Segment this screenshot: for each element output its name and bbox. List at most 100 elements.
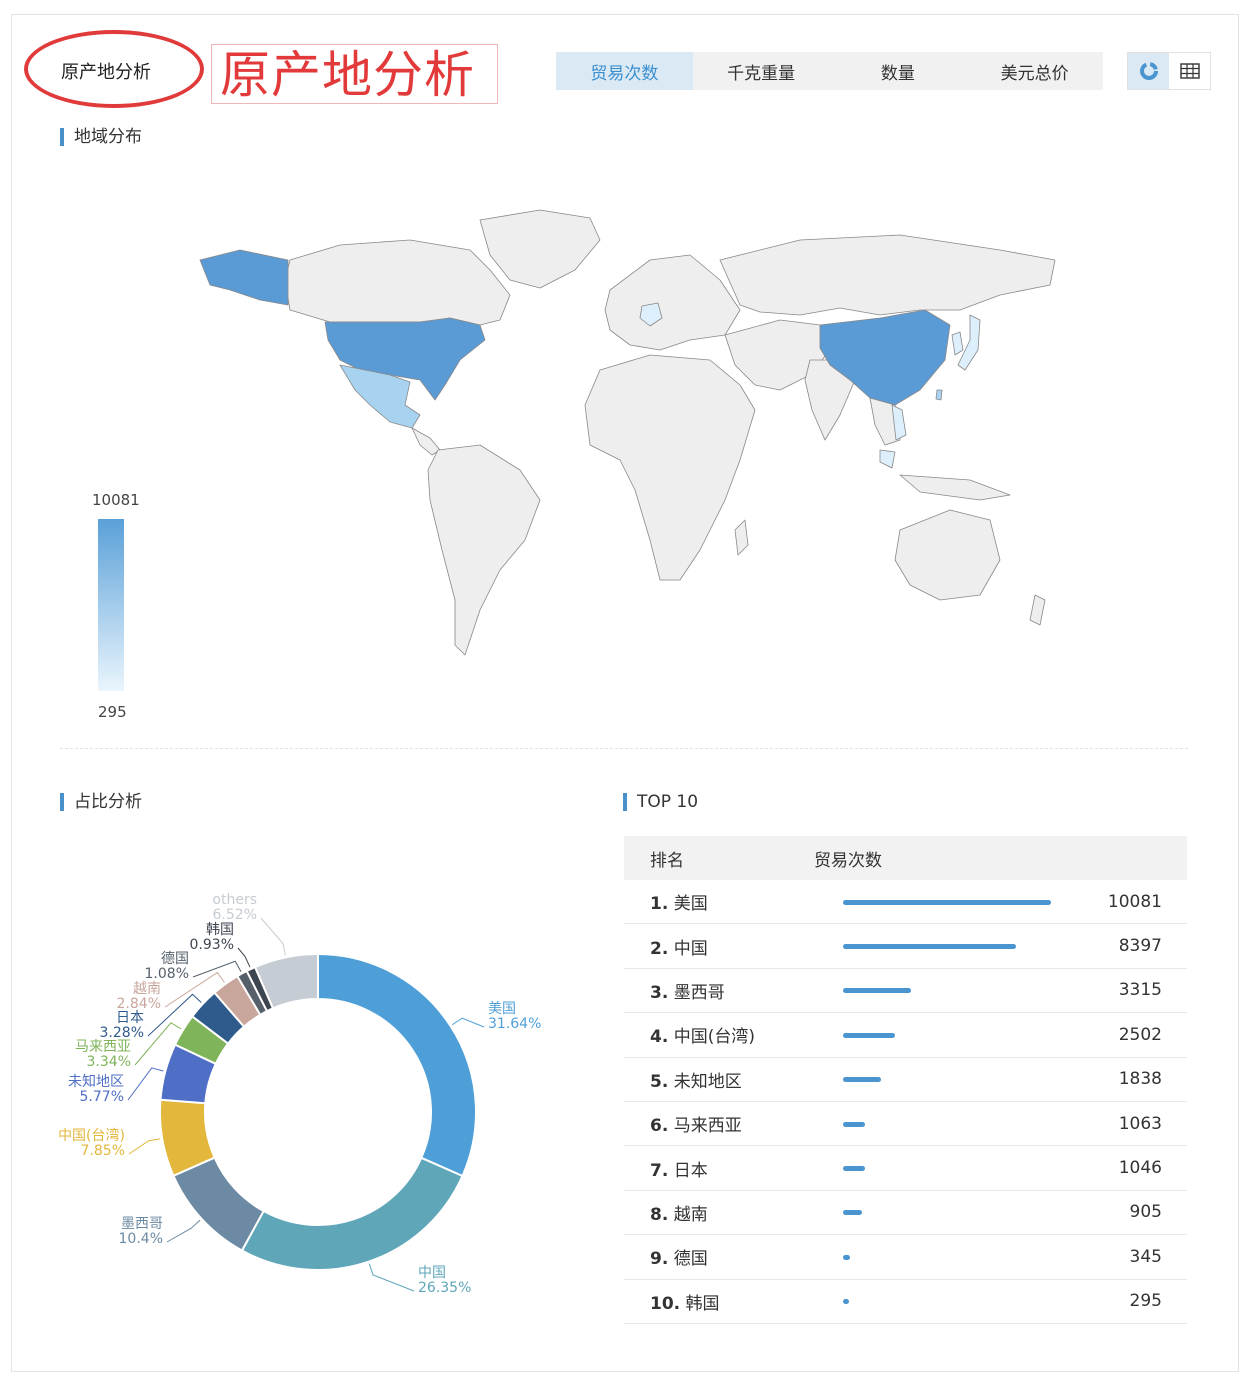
table-row[interactable]: 5. 未知地区 1838	[624, 1058, 1187, 1102]
row-rank-name: 8. 越南	[624, 1200, 843, 1225]
legend-color-bar[interactable]	[98, 519, 124, 691]
row-value: 10081	[1107, 891, 1162, 912]
map-canada	[284, 239, 511, 326]
table-row[interactable]: 9. 德国 345	[624, 1235, 1187, 1280]
map-japan	[957, 314, 981, 371]
grid-table-icon	[1179, 63, 1200, 79]
donut-slice[interactable]	[317, 952, 477, 1178]
donut-label-pct: 6.52%	[213, 907, 257, 923]
map-korea	[951, 331, 964, 356]
world-map	[199, 209, 1056, 656]
row-rank-name: 5. 未知地区	[624, 1067, 843, 1092]
donut-leader-line	[127, 1067, 164, 1101]
row-bar	[843, 944, 1017, 950]
row-bar-cell	[843, 942, 1073, 950]
chart-view-button[interactable]	[1128, 53, 1169, 89]
table-row[interactable]: 7. 日本 1046	[624, 1146, 1187, 1191]
view-toggle	[1127, 52, 1211, 90]
row-country: 日本	[673, 1160, 708, 1181]
donut-label-name: 日本	[116, 1010, 144, 1026]
donut-label-name: 中国	[418, 1265, 446, 1281]
tab-usd-total[interactable]: 美元总价	[1000, 63, 1069, 84]
row-bar-cell	[843, 1120, 1073, 1128]
table-header: 排名 贸易次数	[624, 836, 1187, 880]
row-country: 马来西亚	[673, 1116, 742, 1137]
table-row[interactable]: 4. 中国(台湾) 2502	[624, 1013, 1187, 1058]
map-germany	[639, 302, 663, 327]
table-view-button[interactable]	[1169, 53, 1210, 89]
row-bar-cell	[843, 986, 1073, 994]
row-rank: 2.	[650, 938, 669, 959]
donut-slice[interactable]	[172, 1156, 265, 1252]
row-bar-cell	[843, 1164, 1073, 1172]
donut-label-pct: 10.4%	[119, 1231, 163, 1247]
donut-label-pct: 3.34%	[87, 1054, 131, 1070]
donut-slice[interactable]	[240, 1156, 464, 1271]
legend-min-label: 295	[98, 703, 127, 721]
table-row[interactable]: 3. 墨西哥 3315	[624, 969, 1187, 1014]
row-value: 345	[1129, 1246, 1162, 1267]
donut-leader-line	[164, 971, 225, 1008]
donut-leader-line	[260, 917, 286, 956]
page-title: 原产地分析	[61, 62, 151, 83]
map-alaska	[199, 249, 289, 306]
row-value: 1838	[1118, 1069, 1162, 1090]
row-country: 韩国	[685, 1293, 720, 1314]
section-title-pie: 占比分析	[60, 793, 142, 811]
row-rank-name: 1. 美国	[624, 889, 843, 914]
row-country: 德国	[673, 1249, 708, 1270]
row-value: 1046	[1118, 1158, 1162, 1179]
top10-table: 排名 贸易次数 1. 美国 10081 2. 中国 8397 3. 墨西哥 3315 4. …	[624, 836, 1187, 1324]
row-rank-name: 10. 韩国	[624, 1289, 843, 1314]
table-row[interactable]: 8. 越南 905	[624, 1191, 1187, 1236]
donut-label-pct: 3.28%	[100, 1025, 144, 1041]
table-row[interactable]: 2. 中国 8397	[624, 924, 1187, 969]
table-row[interactable]: 6. 马来西亚 1063	[624, 1102, 1187, 1147]
donut-label-name: 未知地区	[68, 1073, 124, 1090]
metric-tabs: 贸易次数 千克重量 数量 美元总价	[556, 52, 1103, 90]
row-rank: 8.	[650, 1204, 669, 1225]
row-value: 2502	[1118, 1024, 1162, 1045]
tab-quantity[interactable]: 数量	[880, 63, 915, 84]
row-country: 未知地区	[673, 1071, 742, 1092]
tab-weight-kg[interactable]: 千克重量	[727, 63, 796, 84]
row-bar	[843, 1166, 865, 1172]
donut-label-pct: 7.85%	[81, 1143, 125, 1159]
donut-label-name: 越南	[133, 981, 161, 997]
row-rank: 5.	[650, 1071, 669, 1092]
donut-leader-line	[128, 1138, 161, 1155]
donut-leader-line	[368, 1263, 415, 1292]
donut-label-pct: 1.08%	[145, 966, 189, 982]
row-bar-cell	[843, 1075, 1073, 1083]
map-europe	[604, 254, 741, 351]
donut-label-pct: 0.93%	[190, 937, 234, 953]
map-malaysia	[879, 449, 896, 469]
row-rank-name: 6. 马来西亚	[624, 1111, 843, 1136]
donut-label-name: others	[212, 892, 257, 908]
donut-label-name: 韩国	[206, 922, 234, 938]
donut-slice[interactable]	[253, 952, 319, 1010]
row-bar	[843, 899, 1051, 905]
row-value: 3315	[1118, 980, 1162, 1001]
donut-leader-line	[451, 1017, 485, 1028]
row-value: 1063	[1118, 1113, 1162, 1134]
big-title-box: 原产地分析	[211, 44, 498, 104]
row-rank: 6.	[650, 1116, 669, 1137]
row-bar-cell	[843, 898, 1073, 906]
donut-leader-line	[192, 960, 242, 978]
map-africa	[584, 354, 756, 581]
map-south-america	[427, 444, 541, 656]
row-bar-cell	[843, 1208, 1073, 1216]
donut-label-pct: 2.84%	[117, 996, 161, 1012]
row-bar	[843, 1077, 881, 1083]
map-usa	[324, 317, 486, 401]
row-rank-name: 9. 德国	[624, 1244, 843, 1269]
section-divider	[60, 748, 1188, 749]
row-bar-cell	[843, 1031, 1073, 1039]
tab-trade-count[interactable]: 贸易次数	[556, 52, 693, 90]
row-value: 905	[1129, 1202, 1162, 1223]
map-australia	[894, 509, 1001, 601]
table-row[interactable]: 10. 韩国 295	[624, 1280, 1187, 1324]
table-row[interactable]: 1. 美国 10081	[624, 880, 1187, 925]
